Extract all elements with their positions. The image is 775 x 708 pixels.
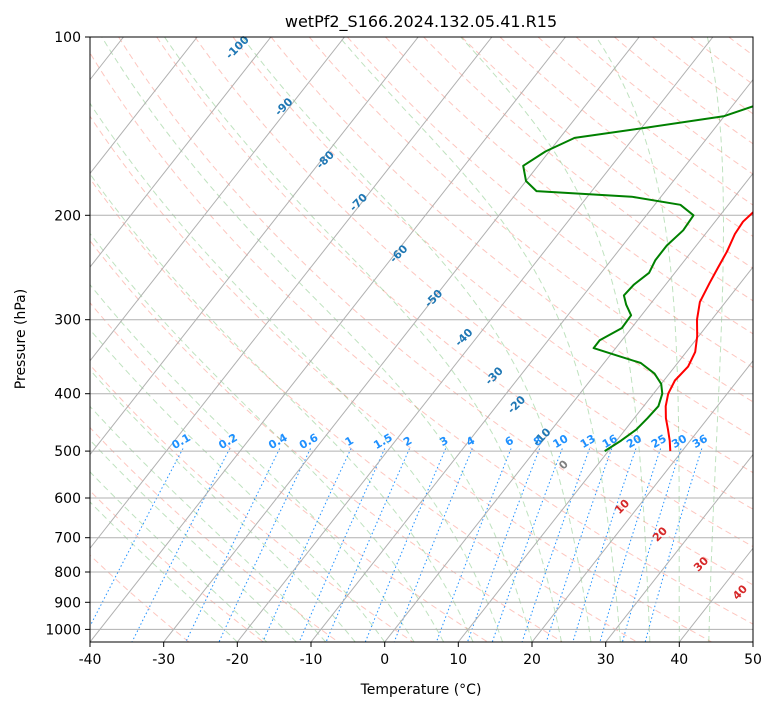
moist-adiabat-line bbox=[460, 37, 651, 642]
dry-adiabat-line bbox=[575, 37, 753, 175]
mixing-ratio-line bbox=[90, 448, 184, 628]
dry-adiabat-line bbox=[90, 52, 753, 625]
x-tick-label: 0 bbox=[380, 652, 389, 668]
dry-adiabat-line bbox=[308, 37, 753, 403]
moist-adiabat-line bbox=[706, 37, 724, 642]
x-tick-label: -20 bbox=[226, 652, 249, 668]
dry-adiabat-line bbox=[90, 426, 339, 642]
moist-adiabat-line bbox=[241, 37, 592, 642]
isotherm-line bbox=[163, 37, 640, 642]
moist-adiabat-line bbox=[90, 173, 474, 642]
y-tick-label: 500 bbox=[54, 444, 81, 460]
dry-adiabat-line bbox=[90, 302, 488, 642]
chart-title: wetPf2_S166.2024.132.05.41.R15 bbox=[285, 12, 557, 32]
mixing-ratio-line bbox=[644, 448, 703, 642]
moist-adiabat-line bbox=[90, 102, 503, 642]
moist-adiabat-line bbox=[164, 37, 562, 642]
temperature-line bbox=[664, 210, 753, 452]
dry-adiabat-line bbox=[118, 37, 753, 586]
dry-adiabat-line bbox=[156, 37, 753, 548]
moist-adiabat-line bbox=[101, 37, 533, 642]
x-tick-label: 20 bbox=[523, 652, 541, 668]
dry-adiabat-line bbox=[614, 37, 753, 145]
mixing-ratio-line bbox=[599, 448, 662, 642]
background-lines bbox=[90, 37, 753, 642]
x-tick-label: 50 bbox=[744, 652, 762, 668]
moist-adiabat-line bbox=[90, 328, 386, 642]
mixing-ratio-line bbox=[298, 448, 386, 642]
isotherm-line bbox=[90, 37, 272, 268]
moist-adiabat-line bbox=[338, 37, 621, 642]
mixing-ratio-line bbox=[393, 448, 473, 642]
isotherm-lines bbox=[90, 37, 753, 642]
x-tick-label: -40 bbox=[79, 652, 102, 668]
isotherm-line bbox=[236, 37, 714, 642]
y-tick-label: 300 bbox=[54, 313, 81, 329]
moist-adiabat-line bbox=[90, 369, 356, 642]
isotherm-line bbox=[384, 172, 753, 642]
y-tick-label: 700 bbox=[54, 531, 81, 547]
y-axis-title: Pressure (hPa) bbox=[13, 289, 29, 389]
dry-adiabat-line bbox=[90, 364, 414, 642]
isotherm-line bbox=[90, 37, 493, 550]
y-tick-label: 600 bbox=[54, 491, 81, 507]
isotherm-line bbox=[531, 360, 753, 642]
isotherm-line bbox=[310, 78, 753, 642]
mixing-ratio-line bbox=[435, 448, 512, 642]
mixing-ratio-line bbox=[131, 448, 231, 642]
y-tick-label: 800 bbox=[54, 565, 81, 581]
moist-adiabat-line bbox=[90, 439, 297, 642]
x-tick-label: 40 bbox=[670, 652, 688, 668]
isotherm-line bbox=[90, 37, 345, 362]
isotherm-line bbox=[90, 37, 198, 175]
y-tick-label: 100 bbox=[54, 30, 81, 46]
grid-lines bbox=[90, 37, 753, 630]
x-axis-title: Temperature (°C) bbox=[360, 682, 482, 698]
y-tick-label: 200 bbox=[54, 208, 81, 224]
x-tick-label: 30 bbox=[597, 652, 615, 668]
x-tick-label: -10 bbox=[300, 652, 323, 668]
isotherm-line bbox=[90, 37, 566, 642]
y-tick-label: 400 bbox=[54, 387, 81, 403]
x-tick-label: -30 bbox=[152, 652, 175, 668]
dry-adiabat-line bbox=[347, 37, 753, 369]
isotherm-line bbox=[90, 37, 419, 456]
mixing-ratio-line bbox=[185, 448, 281, 642]
y-tick-label: 900 bbox=[54, 595, 81, 611]
moist-adiabat-line bbox=[90, 471, 268, 642]
dry-adiabat-line bbox=[270, 37, 753, 438]
moist-adiabat-line bbox=[90, 501, 238, 642]
dry-adiabat-line bbox=[385, 37, 753, 335]
moist-adiabat-line bbox=[595, 37, 680, 642]
dry-adiabat-line bbox=[232, 37, 753, 474]
mixing-ratio-line bbox=[364, 448, 447, 642]
moist-adiabat-line bbox=[90, 405, 327, 642]
y-tick-label: 1000 bbox=[45, 622, 81, 638]
mixing-ratio-line bbox=[467, 448, 541, 642]
profile-lines bbox=[522, 105, 753, 452]
moist-adiabat-line bbox=[90, 232, 445, 642]
plot-background bbox=[90, 37, 753, 642]
plot-frame bbox=[89, 36, 754, 643]
x-tick-label: 10 bbox=[449, 652, 467, 668]
moist-adiabat-line bbox=[90, 283, 415, 642]
dewpoint-line bbox=[522, 105, 753, 452]
dry-adiabat-line bbox=[499, 37, 753, 238]
mixing-ratio-line bbox=[262, 448, 352, 642]
isotherm-line bbox=[605, 453, 753, 642]
